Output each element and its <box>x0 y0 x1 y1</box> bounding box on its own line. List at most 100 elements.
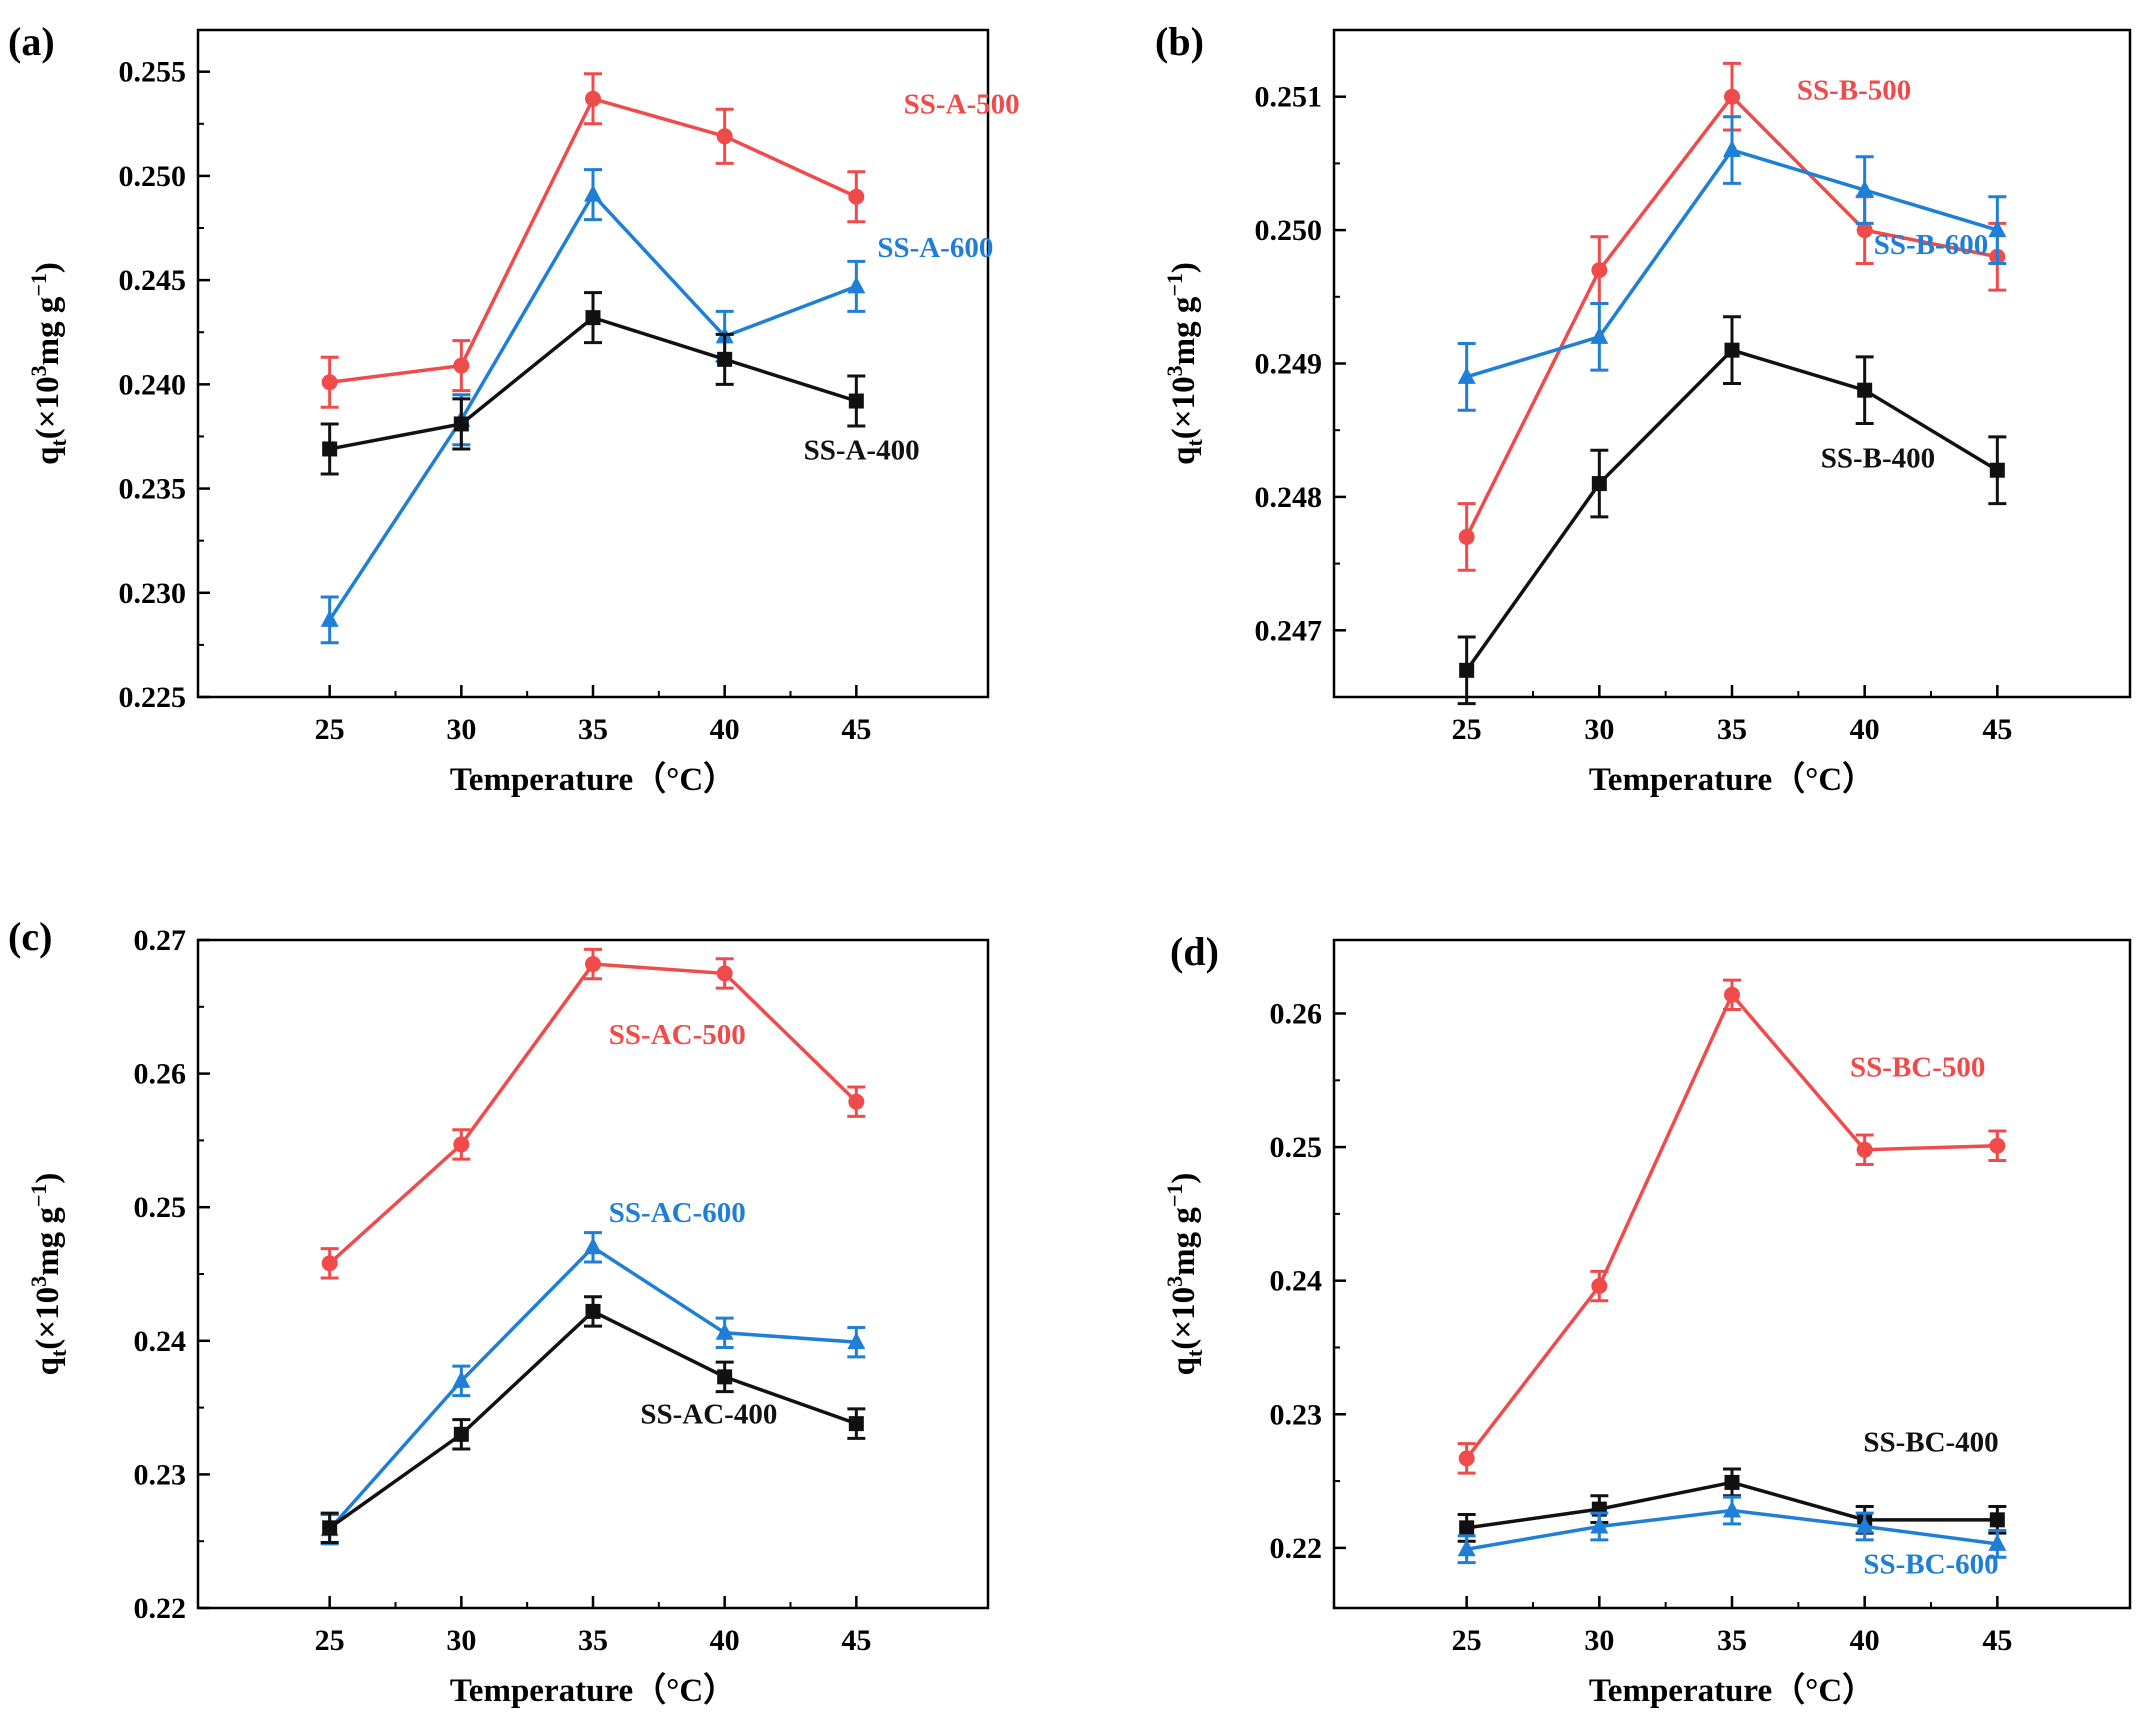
data-point <box>1457 1539 1476 1557</box>
x-tick-label: 45 <box>1982 1624 2012 1657</box>
data-point <box>717 351 733 367</box>
y-tick-label: 0.251 <box>1255 81 1323 114</box>
x-tick-label: 25 <box>1452 1624 1482 1657</box>
series-SS-A-500: SS-A-500 <box>320 72 1020 409</box>
data-point <box>585 956 601 973</box>
data-point <box>320 609 339 627</box>
x-tick-label: 35 <box>1717 713 1747 746</box>
series-SS-AC-400: SS-AC-400 <box>320 1295 866 1545</box>
y-axis-title: qt(×103mg g−1) <box>1162 262 1207 465</box>
data-point <box>716 965 733 982</box>
x-tick-label: 25 <box>315 713 345 746</box>
data-point <box>1855 180 1874 198</box>
x-tick-label: 40 <box>710 1624 740 1657</box>
plot-frame <box>196 28 990 699</box>
x-tick-label: 25 <box>315 1624 345 1657</box>
y-tick-label: 0.22 <box>134 1592 187 1625</box>
data-point <box>1458 1450 1475 1467</box>
y-tick-label: 0.248 <box>1255 481 1323 514</box>
plot-frame <box>196 938 990 1610</box>
y-tick-label: 0.27 <box>134 924 187 957</box>
series-SS-B-400: SS-B-400 <box>1457 315 2007 706</box>
data-point <box>848 1416 864 1432</box>
data-point <box>1724 986 1740 1003</box>
x-axis-title: Temperature（°C） <box>1589 1672 1875 1709</box>
data-point <box>1459 662 1475 678</box>
data-point <box>453 357 470 374</box>
data-point <box>847 276 866 294</box>
data-point <box>585 90 601 107</box>
series-SS-A-400: SS-A-400 <box>320 291 920 476</box>
y-tick-label: 0.247 <box>1255 614 1323 647</box>
panel-d: 0.22 0.23 0.24 0.25 0.26 25 30 35 40 45 Temperatur… <box>1162 929 2132 1709</box>
series-label: SS-A-500 <box>904 88 1020 120</box>
x-tick-label: 35 <box>578 1624 608 1657</box>
series-label: SS-B-600 <box>1874 229 1988 261</box>
y-tick-label: 0.23 <box>1270 1398 1323 1431</box>
series-SS-BC-500: SS-BC-500 <box>1457 978 2007 1475</box>
data-point <box>1724 342 1740 358</box>
data-point <box>1989 1137 2006 1154</box>
x-tick-label: 40 <box>1850 1624 1880 1657</box>
data-point <box>322 441 338 457</box>
data-point <box>848 393 864 409</box>
data-point <box>322 1520 338 1536</box>
data-point <box>1590 1516 1609 1534</box>
data-point <box>1855 1516 1874 1534</box>
y-tick-label: 0.255 <box>119 56 187 89</box>
data-point <box>1591 1278 1608 1295</box>
series-label: SS-B-400 <box>1821 443 1935 475</box>
data-point <box>1590 326 1609 344</box>
series-line <box>1465 348 1999 672</box>
series-label: SS-AC-600 <box>609 1197 746 1229</box>
y-tick-label: 0.235 <box>119 473 187 506</box>
y-tick-label: 0.26 <box>1270 997 1323 1030</box>
data-point <box>453 1426 469 1442</box>
data-point <box>584 184 602 202</box>
data-point <box>584 1237 602 1255</box>
x-tick-label: 40 <box>710 713 740 746</box>
data-point <box>715 1322 734 1340</box>
data-point <box>1988 1533 2007 1551</box>
y-tick-label: 0.25 <box>1270 1131 1323 1164</box>
series-label: SS-BC-600 <box>1863 1548 1998 1580</box>
data-point <box>452 1370 471 1388</box>
series-label: SS-B-500 <box>1797 74 1911 106</box>
y-tick-label: 0.230 <box>119 577 187 610</box>
data-point <box>847 1332 866 1350</box>
y-tick-label: 0.26 <box>134 1058 187 1091</box>
panel-b: 0.247 0.248 0.249 0.250 0.251 25 30 35 40 45 Tempe… <box>1155 19 2132 798</box>
data-point <box>1591 476 1607 492</box>
y-tick-label: 0.245 <box>119 264 187 297</box>
series-line <box>328 1245 857 1531</box>
y-tick-label: 0.23 <box>134 1458 187 1491</box>
y-axis-title: qt(×103mg g−1) <box>26 1173 71 1376</box>
y-tick-label: 0.225 <box>119 681 187 714</box>
series-SS-BC-600: SS-BC-600 <box>1457 1495 2007 1580</box>
data-point <box>1724 1474 1740 1490</box>
data-point <box>848 1093 865 1110</box>
data-point <box>716 128 733 145</box>
x-tick-label: 30 <box>446 713 476 746</box>
data-point <box>1723 1500 1741 1518</box>
x-tick-label: 25 <box>1452 713 1482 746</box>
data-point <box>1856 222 1873 239</box>
x-tick-label: 45 <box>1982 713 2012 746</box>
series-label: SS-BC-400 <box>1863 1427 1998 1459</box>
data-point <box>1856 1141 1873 1158</box>
data-point <box>1723 140 1741 158</box>
data-point <box>1458 528 1475 545</box>
data-point <box>453 1136 470 1153</box>
x-tick-label: 45 <box>841 1624 871 1657</box>
y-axis-title: qt(×103mg g−1) <box>1162 1173 1207 1376</box>
panel-c: 0.22 0.23 0.24 0.25 0.26 0.27 25 30 35 40 45 Temper… <box>8 914 990 1709</box>
x-tick-label: 40 <box>1850 713 1880 746</box>
data-point <box>585 310 601 326</box>
x-tick-label: 30 <box>1584 713 1614 746</box>
y-tick-label: 0.249 <box>1255 348 1323 381</box>
data-point <box>453 416 469 432</box>
series-SS-AC-600: SS-AC-600 <box>320 1197 866 1546</box>
y-axis-title: qt(×103mg g−1) <box>26 262 71 465</box>
data-point <box>321 1255 338 1272</box>
